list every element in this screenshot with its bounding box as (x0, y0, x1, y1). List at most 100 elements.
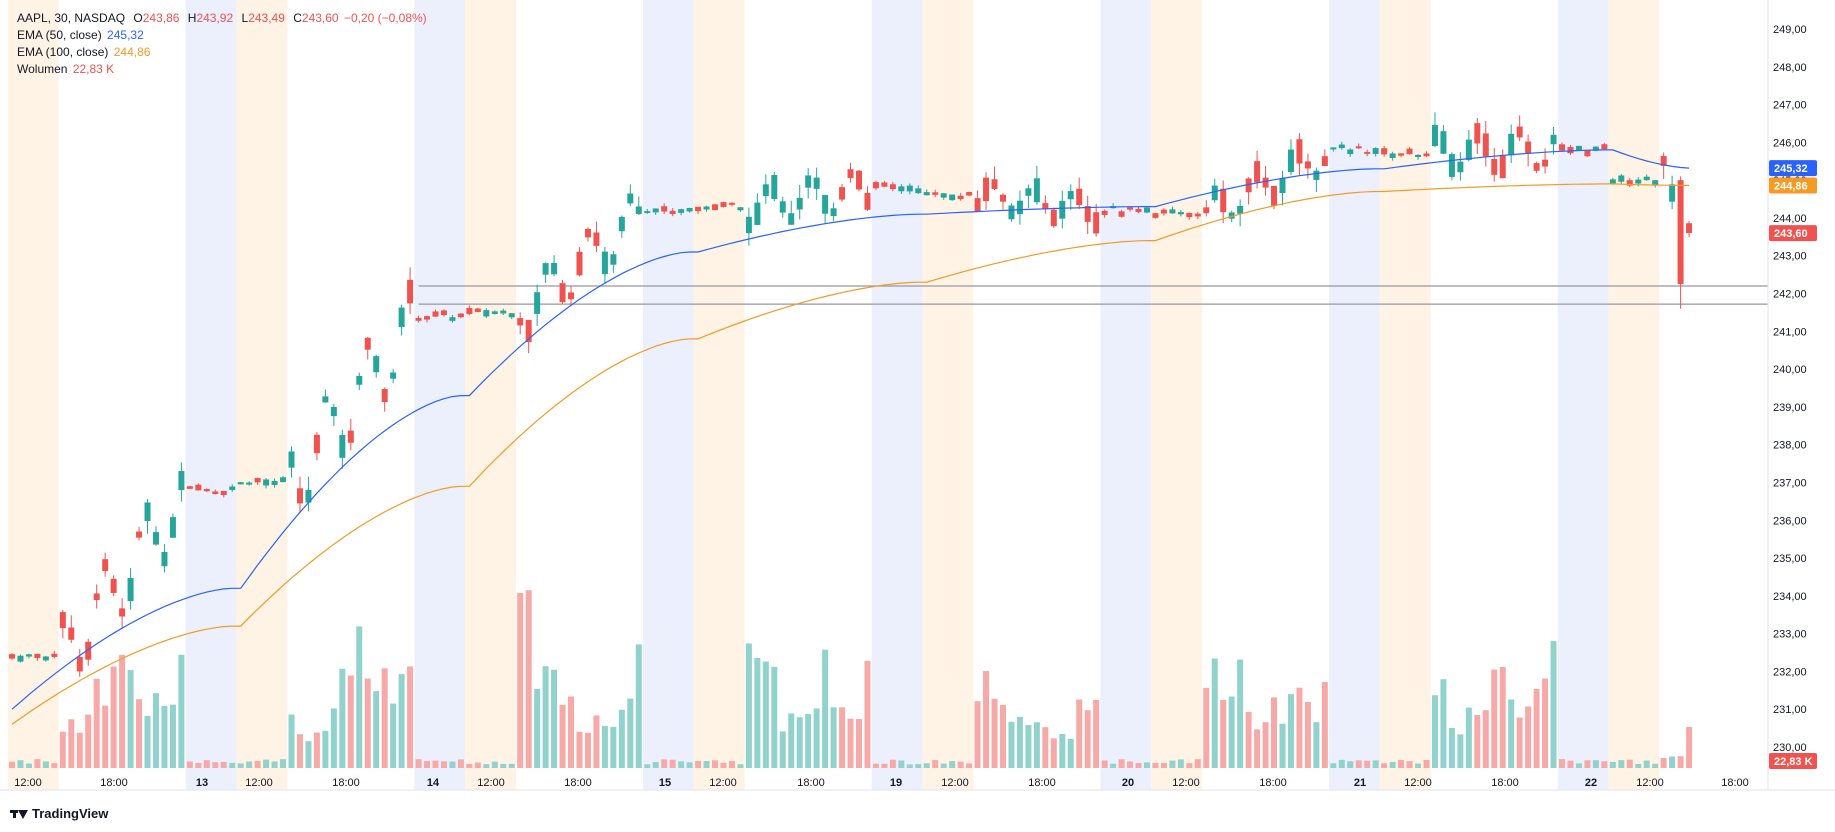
price-tag-label: 245,32 (1774, 163, 1808, 175)
volume-bar (440, 761, 447, 768)
candle-body (68, 627, 75, 640)
candle-body (720, 202, 727, 207)
candle-body (161, 551, 168, 567)
volume-bar (1677, 756, 1684, 768)
candle-body (1525, 141, 1532, 154)
candle-body (1118, 211, 1125, 217)
legend-ema100-row[interactable]: EMA (100, close) 244,86 (17, 44, 427, 61)
candle-body (1559, 144, 1566, 151)
volume-bar (932, 760, 939, 768)
volume-bar (178, 654, 185, 768)
volume-bar (381, 668, 388, 768)
time-tick-label: 18:00 (332, 777, 360, 789)
volume-bar (1406, 761, 1413, 768)
volume-bar (957, 761, 964, 768)
price-tag-label: 244,86 (1774, 180, 1808, 192)
candle-body (813, 177, 820, 189)
volume-bar (1533, 688, 1540, 768)
volume-bar (144, 715, 151, 768)
tradingview-logo[interactable]: TradingView (10, 806, 108, 821)
candle-body (34, 653, 41, 659)
price-tick-label: 230,00 (1773, 742, 1807, 754)
legend-volume-label[interactable]: Wolumen (17, 62, 68, 76)
legend-ema50-label[interactable]: EMA (50, close) (17, 28, 102, 42)
legend-symbol-row[interactable]: AAPL, 30, NASDAQ O243,86 H243,92 L243,49… (17, 10, 427, 27)
candle-body (1567, 147, 1574, 154)
price-tick-label: 239,00 (1773, 402, 1807, 414)
volume-bar (712, 760, 719, 768)
legend-ema50-row[interactable]: EMA (50, close) 245,32 (17, 27, 427, 44)
candle-body (525, 319, 532, 343)
volume-bar (1304, 701, 1311, 768)
candle-body (669, 210, 676, 215)
volume-bar (1194, 759, 1201, 768)
volume-bar (728, 761, 735, 768)
candle-body (559, 283, 566, 303)
legend-volume-row[interactable]: Wolumen 22,83 K (17, 61, 427, 78)
volume-bar (1262, 722, 1269, 768)
time-tick-label: 12:00 (477, 777, 505, 789)
volume-bar (1220, 699, 1227, 768)
legend-symbol[interactable]: AAPL, 30, NASDAQ (17, 11, 126, 25)
volume-bar (203, 760, 210, 768)
volume-bar (517, 592, 524, 768)
volume-bar (923, 763, 930, 768)
candle-body (1677, 180, 1684, 285)
candle-body (1499, 155, 1506, 179)
price-axis[interactable]: 249,00248,00247,00246,00245,00244,00243,… (1767, 0, 1817, 790)
candle-body (1550, 134, 1557, 145)
volume-bar (1686, 726, 1693, 768)
time-tick-label: 18:00 (1028, 777, 1056, 789)
candle-body (1330, 147, 1337, 150)
price-tick-label: 248,00 (1773, 62, 1807, 74)
volume-bar (364, 678, 371, 768)
candle-body (491, 311, 498, 314)
candle-body (1635, 179, 1642, 184)
volume-bar (686, 762, 693, 768)
candle-body (483, 310, 490, 317)
volume-bar (1491, 669, 1498, 768)
volume-bar (542, 666, 549, 768)
volume-bar (762, 661, 769, 768)
price-tick-label: 235,00 (1773, 553, 1807, 565)
volume-bar (1135, 763, 1142, 768)
volume-bar (1033, 722, 1040, 768)
candle-body (288, 451, 295, 468)
volume-bar (1626, 759, 1633, 768)
volume-bar (229, 762, 236, 768)
candle-body (203, 489, 210, 492)
candle-body (381, 389, 388, 403)
volume-bar (1652, 763, 1659, 768)
volume-bar (9, 761, 15, 768)
candle-body (1516, 126, 1523, 138)
volume-bar (1067, 738, 1074, 768)
candle-body (313, 434, 320, 454)
volume-bar (1338, 759, 1345, 768)
candle-body (1059, 200, 1066, 219)
premarket-band (1379, 0, 1431, 790)
tradingview-logo-icon (10, 809, 28, 819)
candle-body (1042, 203, 1049, 210)
candle-body (568, 292, 575, 300)
candle-body (76, 656, 83, 672)
volume-bar (1364, 760, 1371, 768)
candle-body (1389, 153, 1396, 158)
volume-bar (1440, 679, 1447, 768)
volume-bar (991, 698, 998, 768)
candle-body (1008, 205, 1015, 220)
time-tick-label: 18:00 (797, 777, 825, 789)
volume-bar (237, 763, 244, 768)
candle-body (51, 653, 58, 657)
legend-ema100-label[interactable]: EMA (100, close) (17, 45, 109, 59)
candle-body (1186, 212, 1193, 218)
candle-body (940, 193, 947, 198)
time-axis[interactable]: 12:00 18:00 13 12:00 18:00 14 12:00 18:00 15 12:0… (0, 777, 1835, 791)
candle-body (195, 484, 202, 491)
candle-body (839, 187, 846, 200)
candle-body (627, 193, 634, 204)
candle-body (347, 430, 354, 443)
candle-body (864, 192, 871, 210)
horizontal-lines[interactable] (418, 285, 1768, 305)
volume-bar (949, 761, 956, 768)
